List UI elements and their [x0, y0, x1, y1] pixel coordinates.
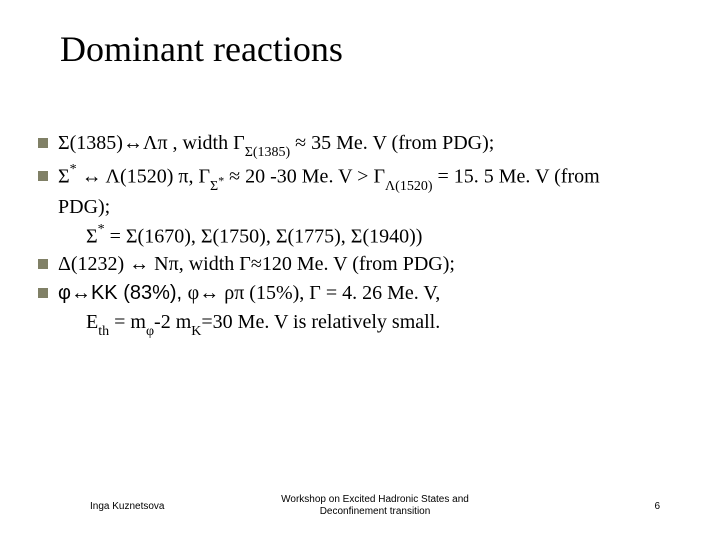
text: = m	[109, 311, 146, 333]
text: Σ	[210, 179, 218, 194]
text: = 15. 5 Me. V (from	[432, 166, 599, 188]
footer-author: Inga Kuznetsova	[90, 501, 268, 512]
subscript: φ	[146, 324, 154, 339]
text: Deconfinement transition	[320, 506, 431, 517]
subscript: Λ(1520)	[385, 179, 432, 194]
bullet-icon	[38, 288, 48, 298]
text: = Σ(1670), Σ(1750), Σ(1775), Σ(1940))	[105, 226, 423, 248]
text: Σ(1385)↔Λπ , width Γ	[58, 132, 245, 154]
footer-event: Workshop on Excited Hadronic States and …	[268, 494, 482, 518]
bullet-icon	[38, 138, 48, 148]
text: φ↔KK (83%),	[58, 282, 188, 304]
text: Workshop on Excited Hadronic States and	[281, 494, 469, 505]
indent-line-1: Σ* = Σ(1670), Σ(1750), Σ(1775), Σ(1940))	[38, 223, 680, 251]
text: Σ	[58, 166, 70, 188]
text: Σ	[86, 226, 98, 248]
text: =30 Me. V is relatively small.	[201, 311, 440, 333]
slide-footer: Inga Kuznetsova Workshop on Excited Hadr…	[0, 494, 720, 518]
footer-page-number: 6	[482, 501, 660, 512]
slide-body: Σ(1385)↔Λπ , width ΓΣ(1385) ≈ 35 Me. V (…	[38, 130, 680, 340]
slide-title: Dominant reactions	[60, 28, 343, 70]
text: ≈ 20 -30 Me. V > Γ	[224, 166, 385, 188]
subscript: K	[191, 324, 201, 339]
text: -2 m	[154, 311, 191, 333]
bullet-text-2: Σ* ↔ Λ(1520) π, ΓΣ* ≈ 20 -30 Me. V > ΓΛ(…	[58, 163, 680, 222]
bullet-item-4: φ↔KK (83%), φ↔ ρπ (15%), Γ = 4. 26 Me. V…	[38, 280, 680, 307]
indent-line-2: Eth = mφ-2 mK=30 Me. V is relatively sma…	[38, 309, 680, 340]
bullet-icon	[38, 171, 48, 181]
text: *	[218, 173, 224, 187]
superscript: *	[70, 162, 77, 177]
bullet-icon	[38, 259, 48, 269]
bullet-item-1: Σ(1385)↔Λπ , width ΓΣ(1385) ≈ 35 Me. V (…	[38, 130, 680, 161]
subscript: th	[98, 324, 109, 339]
text: ≈ 35 Me. V (from PDG);	[290, 132, 494, 154]
bullet-text-3: Δ(1232) ↔ Nπ, width Γ≈120 Me. V (from PD…	[58, 251, 680, 278]
subscript: Σ*	[210, 179, 224, 194]
superscript: *	[98, 222, 105, 237]
text: φ↔ ρπ (15%), Γ = 4. 26 Me. V,	[188, 282, 441, 304]
bullet-text-1: Σ(1385)↔Λπ , width ΓΣ(1385) ≈ 35 Me. V (…	[58, 130, 680, 161]
bullet-text-4: φ↔KK (83%), φ↔ ρπ (15%), Γ = 4. 26 Me. V…	[58, 280, 680, 307]
text: ↔ Λ(1520) π, Γ	[77, 166, 210, 188]
subscript: Σ(1385)	[245, 145, 290, 160]
bullet-item-2: Σ* ↔ Λ(1520) π, ΓΣ* ≈ 20 -30 Me. V > ΓΛ(…	[38, 163, 680, 222]
bullet-item-3: Δ(1232) ↔ Nπ, width Γ≈120 Me. V (from PD…	[38, 251, 680, 278]
text: PDG);	[58, 196, 110, 218]
text: E	[86, 311, 98, 333]
